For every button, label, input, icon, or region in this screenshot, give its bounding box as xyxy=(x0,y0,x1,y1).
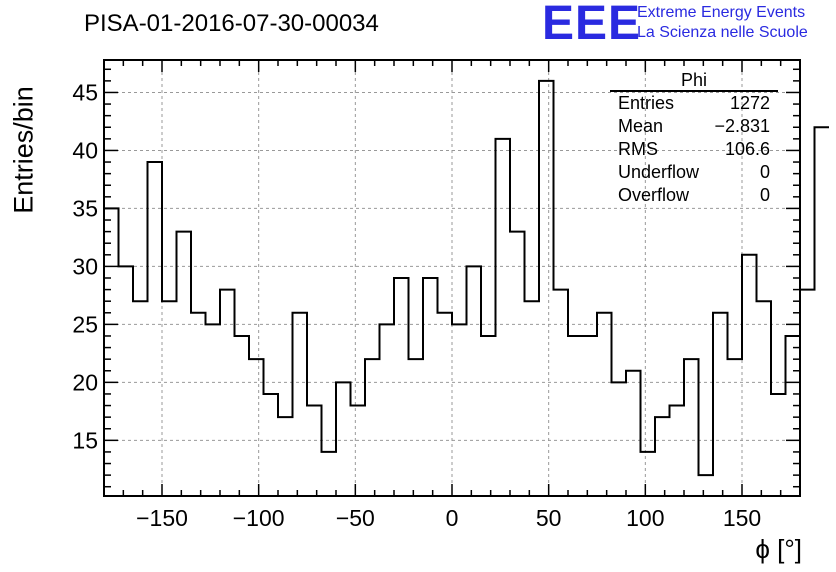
histogram-bin xyxy=(148,162,163,496)
stats-label: Entries xyxy=(618,93,675,113)
stats-label: Overflow xyxy=(618,185,690,205)
experiment-subtitle: La Scienza nelle Scuole xyxy=(637,24,808,41)
histogram-bin xyxy=(191,313,206,496)
histogram-bin xyxy=(177,232,192,496)
y-tick-label: 35 xyxy=(72,195,98,221)
x-tick-label: 50 xyxy=(536,505,562,531)
stats-row-rms: RMS 106.6 xyxy=(610,138,778,161)
histogram-bin xyxy=(162,301,177,496)
tick-labels: −150 −100 −50 0 50 100 150 15 20 25 30 35 40 45 xyxy=(72,79,761,531)
histogram-bin xyxy=(307,406,322,496)
histogram-bin xyxy=(771,394,786,496)
histogram-bin xyxy=(713,313,728,496)
histogram-bin xyxy=(670,406,685,496)
histogram-bin xyxy=(786,336,801,496)
stats-label: Underflow xyxy=(618,162,700,182)
x-tick-label: −100 xyxy=(233,505,285,531)
histogram-bin xyxy=(264,394,279,496)
histogram-bin xyxy=(742,255,757,496)
histogram-bin xyxy=(104,208,119,496)
histogram-bin xyxy=(815,127,830,496)
stats-label: RMS xyxy=(618,139,658,159)
histogram-bin xyxy=(293,313,308,496)
histogram-bin xyxy=(278,417,293,496)
histogram-bin xyxy=(467,266,482,496)
histogram-bin xyxy=(409,359,424,496)
histogram-bin xyxy=(568,336,583,496)
histogram-bin xyxy=(452,324,467,496)
stats-value: −2.831 xyxy=(714,116,770,136)
histogram-bin xyxy=(510,232,525,496)
stats-row-mean: Mean −2.831 xyxy=(610,115,778,138)
histogram-bin xyxy=(235,336,250,496)
eee-logo: EEE xyxy=(542,0,642,50)
stats-label: Mean xyxy=(618,116,664,136)
histogram-bin xyxy=(119,266,134,496)
stats-row-overflow: Overflow 0 xyxy=(610,184,778,207)
histogram-bin xyxy=(539,81,554,496)
histogram-bin xyxy=(699,475,714,496)
histogram-bin xyxy=(206,324,221,496)
plot-frame xyxy=(103,59,801,497)
y-tick-label: 30 xyxy=(72,253,98,279)
histogram-bin xyxy=(525,301,540,496)
stats-value: 0 xyxy=(759,185,770,205)
histogram-bin xyxy=(351,406,366,496)
x-tick-label: 0 xyxy=(446,505,459,531)
y-tick-label: 40 xyxy=(72,137,98,163)
histogram-step-line xyxy=(104,79,829,477)
x-tick-label: −50 xyxy=(336,505,375,531)
histogram-bin xyxy=(757,301,772,496)
histogram-bin xyxy=(655,417,670,496)
histogram-bin xyxy=(641,452,656,496)
x-tick-label: 150 xyxy=(723,505,761,531)
y-tick-label: 15 xyxy=(72,427,98,453)
y-tick-label: 45 xyxy=(72,79,98,105)
histogram-bin xyxy=(684,359,699,496)
chart-title: PISA-01-2016-07-30-00034 xyxy=(84,10,379,37)
histogram-bin xyxy=(133,301,148,496)
stats-value: 106.6 xyxy=(724,139,770,159)
histogram-bin xyxy=(365,359,380,496)
histogram-bin xyxy=(597,313,612,496)
stats-title: Phi xyxy=(610,70,778,92)
stats-row-underflow: Underflow 0 xyxy=(610,161,778,184)
histogram-bin xyxy=(496,139,511,496)
histogram-bin xyxy=(438,313,453,496)
histogram-bin xyxy=(800,290,815,496)
histogram-bin xyxy=(380,324,395,496)
y-tick-label: 20 xyxy=(72,369,98,395)
histogram-bin xyxy=(554,290,569,496)
x-tick-label: 100 xyxy=(626,505,664,531)
histogram-bin xyxy=(481,336,496,496)
experiment-name: Extreme Energy Events xyxy=(637,4,806,21)
stats-box: Phi Entries 1272 Mean −2.831 RMS 106.6 Unde… xyxy=(610,70,778,207)
histogram-bin xyxy=(322,452,337,496)
stats-value: 0 xyxy=(759,162,770,182)
stats-value: 1272 xyxy=(729,93,770,113)
x-axis-label: ϕ [°] xyxy=(755,534,802,564)
histogram-bin xyxy=(612,382,627,496)
histogram-bin xyxy=(220,290,235,496)
y-tick-label: 25 xyxy=(72,311,98,337)
histogram-bin xyxy=(583,336,598,496)
histogram-bin xyxy=(423,278,438,496)
histogram-bin xyxy=(626,371,641,496)
histogram-bin xyxy=(336,382,351,496)
histogram-bin xyxy=(728,359,743,496)
x-tick-label: −150 xyxy=(136,505,188,531)
histogram-bin xyxy=(394,278,409,496)
stats-row-entries: Entries 1272 xyxy=(610,92,778,115)
histogram-bin xyxy=(249,359,264,496)
